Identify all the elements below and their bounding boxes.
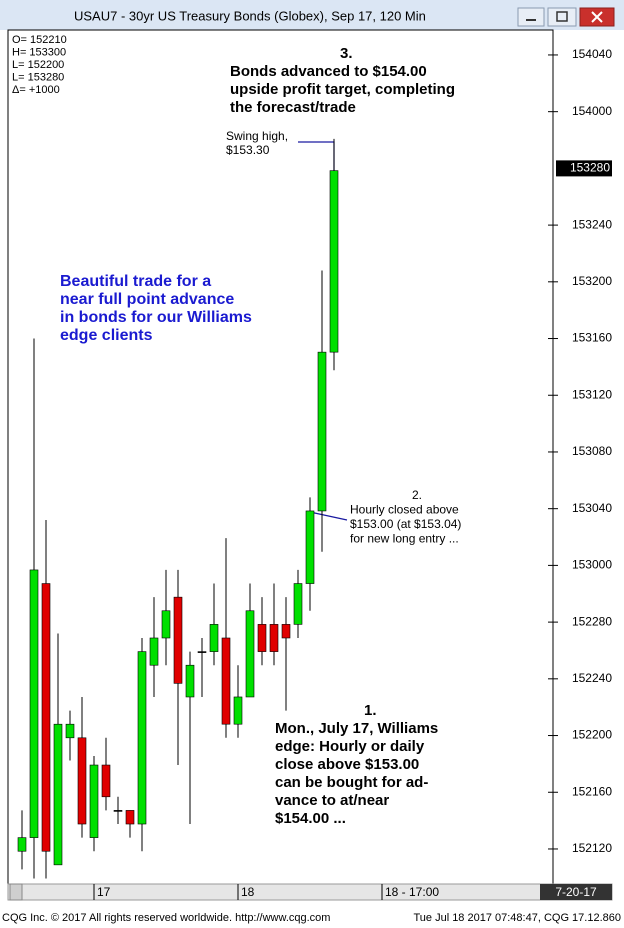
y-tick-label: 152240 — [572, 671, 612, 685]
annotation-line: $153.30 — [226, 143, 270, 157]
candle-body — [125, 810, 135, 825]
info-line: L= 152200 — [12, 59, 64, 71]
annotation-line: 1. — [364, 702, 377, 719]
annotation-line: edge: Hourly or daily — [275, 738, 425, 755]
candle-body — [305, 510, 315, 584]
info-line: O= 152210 — [12, 34, 67, 46]
annotation-line: for new long entry ... — [350, 532, 459, 546]
candle-body — [233, 696, 243, 725]
y-tick-label: 153160 — [572, 331, 612, 345]
candle-body — [293, 583, 303, 625]
annotation-line: Hourly closed above — [350, 503, 459, 517]
scroll-thumb[interactable] — [9, 883, 23, 901]
annotation-line: 3. — [340, 45, 353, 62]
annotation-line: Beautiful trade for a — [60, 273, 211, 290]
y-tick-label: 154040 — [572, 47, 612, 61]
footer-right: Tue Jul 18 2017 07:48:47, CQG 17.12.860 — [413, 912, 621, 924]
candle-body — [269, 624, 279, 652]
info-line: Δ= +1000 — [12, 84, 60, 96]
y-tick-label: 152160 — [572, 784, 612, 798]
y-tick-label: 153240 — [572, 217, 612, 231]
x-tick-label: 17 — [97, 885, 111, 899]
annotation-line: near full point advance — [60, 291, 234, 308]
candle-body — [173, 596, 183, 684]
candle-body — [41, 583, 51, 852]
candle-body — [17, 837, 27, 852]
candle-body — [65, 723, 75, 739]
entry-pointer — [309, 511, 348, 521]
y-tick-label: 154000 — [572, 104, 612, 118]
y-tick-label: 153080 — [572, 444, 612, 458]
annotation-line: 2. — [412, 488, 422, 502]
last-price-box — [556, 160, 612, 177]
candle-body — [77, 737, 87, 825]
footer-left: CQG Inc. © 2017 All rights reserved worl… — [2, 912, 330, 924]
annotation-line: Mon., July 17, Williams — [275, 720, 438, 737]
y-tick-label: 152280 — [572, 614, 612, 628]
candle-body — [149, 637, 159, 666]
date-label: 7-20-17 — [555, 885, 597, 899]
plot-area — [7, 29, 554, 885]
annotation-line: vance to at/near — [275, 792, 389, 809]
maximize-button[interactable] — [547, 7, 577, 27]
annotation-line: Swing high, — [226, 129, 288, 143]
candle-body — [197, 651, 207, 653]
candle-body — [221, 637, 231, 725]
x-tick-label: 18 — [241, 885, 255, 899]
info-box — [10, 32, 90, 98]
annotation-line: $154.00 ... — [275, 810, 346, 827]
candle-body — [113, 810, 123, 812]
minimize-button[interactable] — [517, 7, 545, 27]
info-line: L= 153280 — [12, 71, 64, 83]
candle-body — [317, 351, 327, 512]
annotation-line: Bonds advanced to $154.00 — [230, 63, 427, 80]
annotation-line: can be bought for ad- — [275, 774, 428, 791]
y-tick-label: 153200 — [572, 274, 612, 288]
x-tick-label: 18 - 17:00 — [385, 885, 439, 899]
candle-body — [161, 610, 171, 639]
maximize-icon — [556, 11, 568, 22]
annotation-line: upside profit target, completing — [230, 81, 455, 98]
candle-body — [53, 723, 63, 866]
candle-body — [137, 651, 147, 825]
date-box — [540, 884, 612, 900]
annotation-line: in bonds for our Williams — [60, 309, 252, 326]
candle-body — [101, 764, 111, 798]
candle-body — [89, 764, 99, 838]
candle-body — [209, 624, 219, 652]
annotation-line: the forecast/trade — [230, 99, 356, 116]
candle-body — [29, 569, 39, 838]
y-tick-label: 152120 — [572, 841, 612, 855]
annotation-line: close above $153.00 — [275, 756, 419, 773]
info-line: H= 153300 — [12, 46, 66, 58]
candle-body — [329, 170, 339, 353]
y-tick-label: 153040 — [572, 501, 612, 515]
y-tick-label: 153000 — [572, 558, 612, 572]
y-tick-label: 152200 — [572, 728, 612, 742]
last-price-label: 153280 — [570, 161, 610, 175]
annotation-line: edge clients — [60, 327, 153, 344]
candle-body — [245, 610, 255, 698]
window-title: USAU7 - 30yr US Treasury Bonds (Globex),… — [74, 8, 426, 23]
candle-body — [185, 664, 195, 698]
close-icon — [591, 11, 603, 23]
candle-body — [257, 624, 267, 652]
candle-body — [281, 624, 291, 639]
annotation-line: $153.00 (at $153.04) — [350, 517, 461, 531]
y-tick-label: 153120 — [572, 387, 612, 401]
